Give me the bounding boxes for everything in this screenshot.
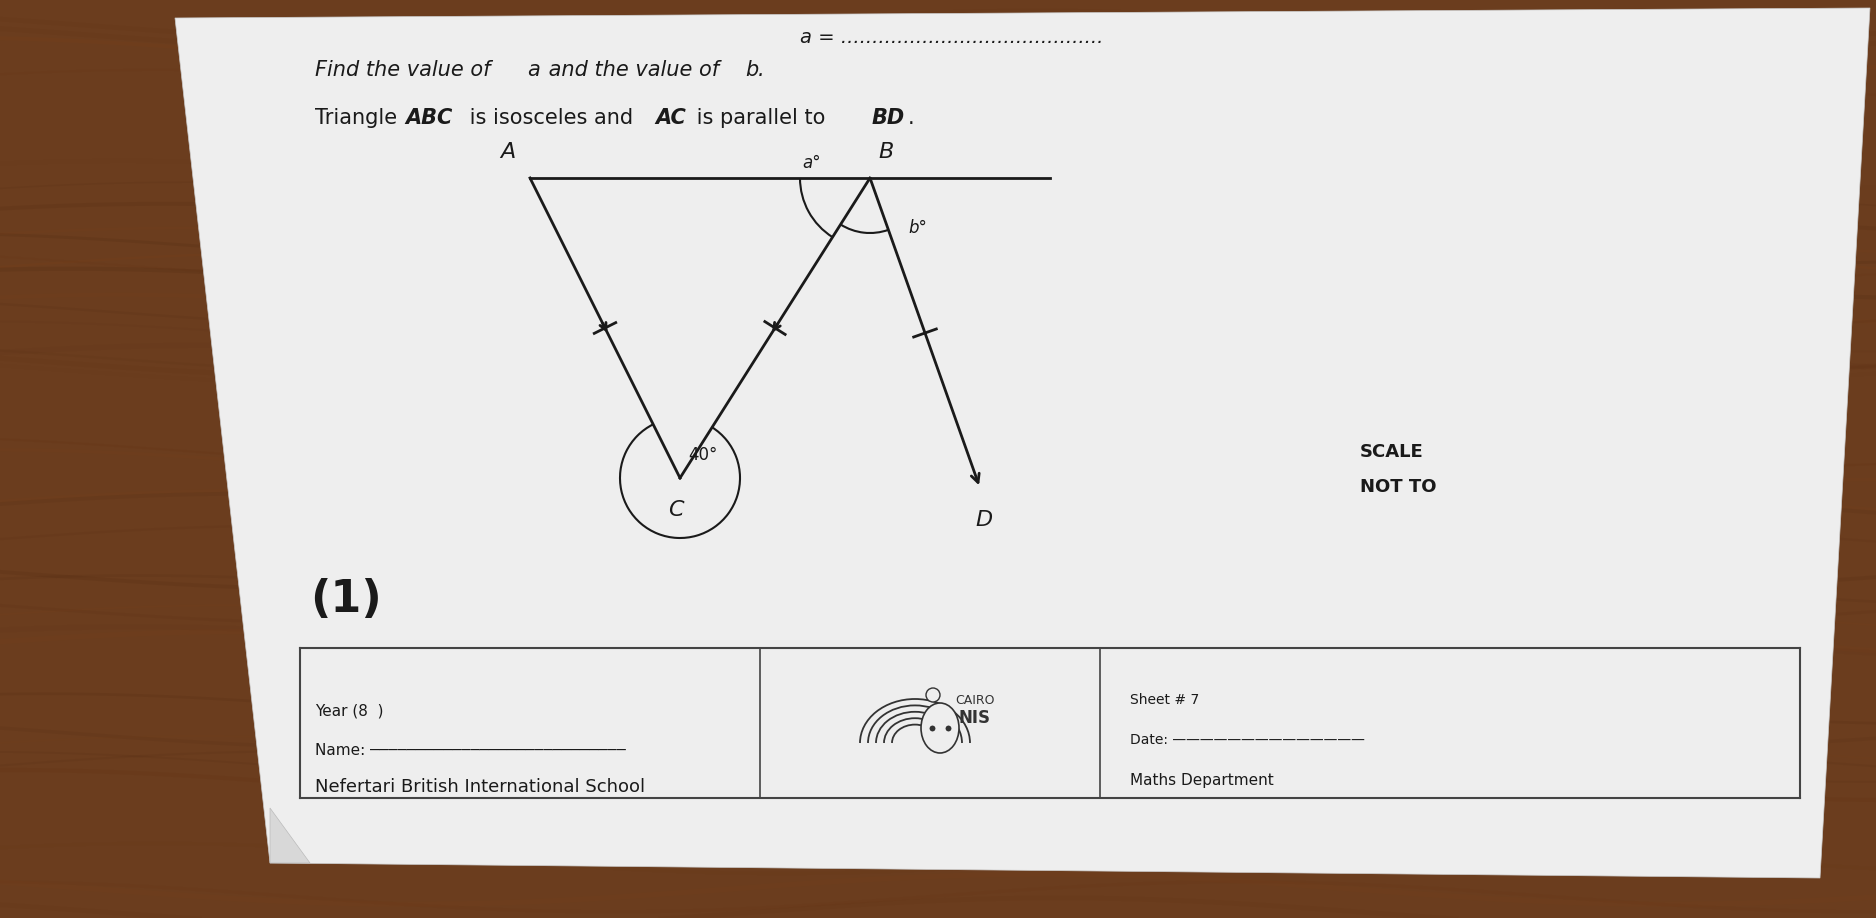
Text: b°: b° (908, 219, 927, 237)
Text: b: b (745, 60, 758, 80)
Text: Nefertari British International School: Nefertari British International School (315, 778, 645, 796)
Text: .: . (908, 108, 915, 128)
Circle shape (927, 688, 940, 702)
Polygon shape (174, 8, 1870, 878)
Text: NIS: NIS (959, 709, 991, 727)
Text: C: C (668, 500, 683, 520)
Text: NOT TO: NOT TO (1360, 478, 1437, 496)
Text: D: D (976, 510, 992, 530)
Text: a: a (527, 60, 540, 80)
Text: is parallel to: is parallel to (690, 108, 831, 128)
Text: is isosceles and: is isosceles and (463, 108, 640, 128)
Text: Year (8  ): Year (8 ) (315, 703, 383, 718)
Text: (1): (1) (310, 578, 381, 621)
Text: a°: a° (803, 154, 820, 172)
Text: .: . (758, 60, 765, 80)
Text: A: A (501, 142, 516, 162)
Text: Maths Department: Maths Department (1129, 773, 1274, 788)
Text: BD: BD (872, 108, 906, 128)
Text: CAIRO: CAIRO (955, 695, 994, 708)
Text: Date: ——————————————: Date: —————————————— (1129, 733, 1366, 747)
Text: B: B (878, 142, 893, 162)
Ellipse shape (921, 703, 959, 753)
Text: AC: AC (655, 108, 687, 128)
Text: a = ..........................................: a = ....................................… (799, 28, 1103, 47)
Text: and the value of: and the value of (542, 60, 726, 80)
Text: Triangle: Triangle (315, 108, 403, 128)
Polygon shape (270, 808, 310, 863)
Text: Find the value of: Find the value of (315, 60, 497, 80)
Text: 40°: 40° (688, 446, 717, 464)
Text: SCALE: SCALE (1360, 443, 1424, 461)
Text: Sheet # 7: Sheet # 7 (1129, 693, 1199, 707)
Text: ABC: ABC (405, 108, 452, 128)
Text: Name: ────────────────────────────: Name: ──────────────────────────── (315, 743, 625, 758)
